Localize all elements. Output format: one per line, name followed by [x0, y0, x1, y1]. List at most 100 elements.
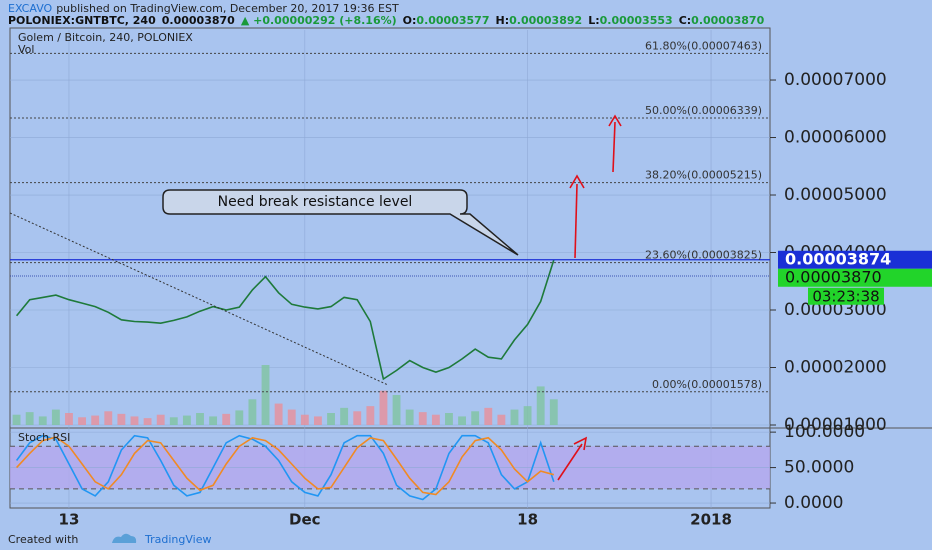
x-tick-label: 2018 — [690, 511, 732, 529]
publish-line: EXCAVO published on TradingView.com, Dece… — [8, 2, 399, 15]
fib-label: 23.60%(0.00003825) — [645, 249, 762, 262]
volume-bar — [405, 409, 414, 425]
symbol: POLONIEX:GNTBTC, 240 — [8, 14, 156, 27]
callout-box — [162, 189, 519, 256]
footer-created: Created with — [8, 533, 78, 546]
arrow — [612, 121, 616, 173]
volume-bar — [38, 416, 47, 425]
fib-label: 61.80%(0.00007463) — [645, 39, 762, 52]
close-price-label: 0.00003870 — [785, 267, 882, 286]
callout: Need break resistance level — [162, 189, 519, 256]
volume-bar — [130, 416, 139, 425]
volume-bar — [274, 403, 283, 425]
open: 0.00003577 — [416, 14, 489, 27]
volume-bar — [209, 416, 218, 425]
countdown-box — [808, 287, 884, 305]
y-tick-label: 0.00001000 — [784, 415, 887, 435]
volume-bar — [196, 413, 204, 425]
change: ▲ +0.00000292 (+8.16%) — [241, 14, 397, 27]
volume-label: Vol — [18, 43, 34, 56]
y-tick-label: 0.00005000 — [784, 185, 887, 205]
close: 0.00003870 — [691, 14, 764, 27]
volume-bar — [25, 412, 34, 425]
volume-bar — [445, 413, 453, 425]
last-price-label: 0.00003874 — [785, 249, 891, 268]
volume-bar — [471, 411, 480, 425]
series-line — [15, 259, 555, 381]
volume-bar — [431, 414, 440, 425]
countdown: 03:23:38 — [812, 287, 879, 305]
volume-bar — [497, 414, 506, 425]
volume-bar — [78, 417, 86, 425]
volume-bar — [536, 386, 545, 425]
volume-bar — [104, 411, 113, 425]
fib-label: 50.00%(0.00006339) — [645, 104, 762, 117]
volume-bar — [392, 395, 401, 425]
arrow-head — [573, 436, 588, 451]
published: published on TradingView.com, December 2… — [56, 2, 399, 15]
volume-bar — [379, 390, 388, 425]
arrow-head — [569, 174, 585, 189]
series-line — [15, 434, 555, 501]
volume-bar — [117, 413, 126, 425]
h-label: H: — [496, 14, 510, 27]
arrows — [557, 114, 622, 481]
c-label: C: — [679, 14, 691, 27]
series-line — [16, 436, 555, 496]
symbol-line: POLONIEX:GNTBTC, 240 0.00003870 ▲ +0.00000… — [8, 14, 765, 27]
author[interactable]: EXCAVO — [8, 2, 53, 15]
x-tick-label: 18 — [517, 511, 538, 529]
y-tick-label: 0.0000 — [784, 493, 843, 513]
arrow — [574, 183, 578, 259]
arrow-head — [608, 114, 622, 127]
volume-bar — [51, 409, 60, 425]
l-label: L: — [588, 14, 599, 27]
volume-bar — [248, 399, 257, 425]
volume-bar — [510, 409, 519, 425]
volume-bar — [340, 407, 349, 425]
y-tick-label: 100.0000 — [784, 422, 865, 442]
plot-frame — [9, 27, 771, 509]
x-tick-label: Dec — [289, 511, 321, 529]
y-tick-label: 0.00006000 — [784, 128, 887, 148]
plot-layer — [10, 30, 770, 508]
volume-bar — [300, 414, 309, 425]
o-label: O: — [403, 14, 417, 27]
volume-bar — [549, 399, 558, 425]
volume-bar — [182, 415, 191, 425]
volume-bar — [261, 365, 270, 425]
volume-bar — [91, 415, 100, 425]
main-title: Golem / Bitcoin, 240, POLONIEX — [18, 31, 193, 44]
volume-bar — [523, 406, 532, 425]
low: 0.00003553 — [600, 14, 673, 27]
high: 0.00003892 — [509, 14, 582, 27]
last-price-box — [778, 250, 932, 269]
trend-line — [9, 212, 389, 386]
x-tick-label: 13 — [59, 511, 80, 529]
volume-bar — [222, 413, 231, 425]
fib-label: 38.20%(0.00005215) — [645, 169, 762, 182]
y-tick-label: 0.00007000 — [784, 70, 887, 90]
last: 0.00003870 — [162, 14, 235, 27]
volume-bar — [353, 411, 362, 425]
y-tick-label: 50.0000 — [784, 458, 854, 478]
logo — [112, 533, 137, 543]
volume-bar — [156, 414, 165, 425]
y-tick-label: 0.00002000 — [784, 358, 887, 378]
volume-bar — [169, 417, 178, 425]
footer-brand[interactable]: TradingView — [144, 533, 211, 546]
volume-bar — [314, 416, 322, 425]
fib-label: 0.00%(0.00001578) — [652, 378, 762, 391]
volume-bar — [235, 410, 244, 425]
volume-bar — [65, 413, 73, 425]
volume-bar — [143, 418, 152, 425]
volume-bar — [12, 414, 21, 425]
close-price-box — [778, 268, 932, 287]
volume-bar — [366, 406, 375, 425]
arrow — [557, 443, 583, 481]
volume-bar — [458, 416, 466, 425]
volume-bar — [287, 409, 296, 425]
stoch-title: Stoch RSI — [18, 431, 70, 444]
volume-bar — [484, 407, 493, 425]
